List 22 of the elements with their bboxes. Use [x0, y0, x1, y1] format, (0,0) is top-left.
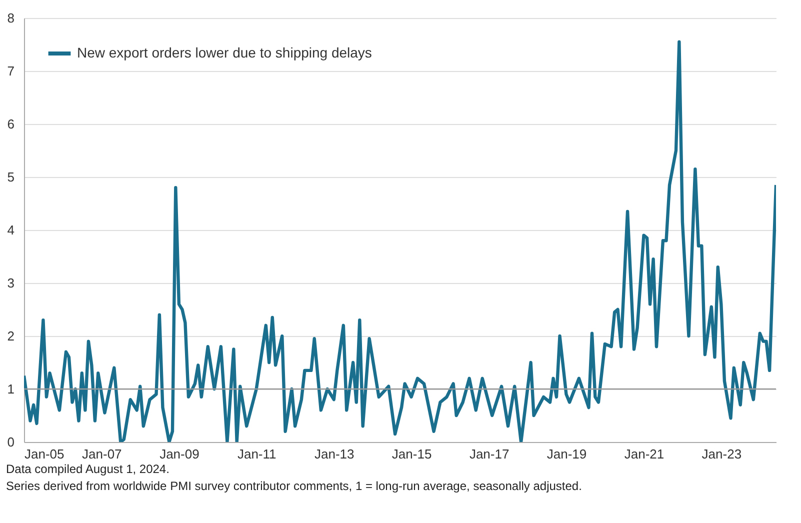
x-tick-label: Jan-23 [702, 446, 742, 462]
y-tick-label: 2 [7, 328, 14, 344]
y-tick-label: 6 [7, 116, 14, 132]
x-tick-label: Jan-07 [82, 446, 122, 462]
x-tick-label: Jan-09 [160, 446, 200, 462]
x-tick-label: Jan-21 [624, 446, 664, 462]
legend-label: New export orders lower due to shipping delays [77, 44, 372, 60]
y-tick-label: 1 [7, 382, 14, 396]
x-tick-label: Jan-19 [546, 446, 587, 462]
x-tick-label: Jan-05 [24, 446, 64, 462]
y-tick-label: 5 [7, 170, 14, 184]
x-tick-label: Jan-15 [392, 446, 432, 462]
x-tick-label: Jan-13 [314, 446, 354, 462]
y-tick-label: 3 [7, 276, 14, 290]
y-tick-label: 4 [7, 222, 14, 238]
x-tick-label: Jan-17 [469, 446, 510, 462]
y-tick-label: 7 [7, 64, 14, 78]
text: Data compiled August 1, 2024. [6, 461, 170, 478]
y-tick-label: 0 [7, 434, 14, 450]
y-tick-label: 8 [7, 10, 14, 26]
text: Series derived from worldwide PMI survey contributor comments, 1 = long-run average, seasonally adjusted. [6, 478, 583, 495]
x-tick-label: Jan-11 [237, 446, 276, 462]
